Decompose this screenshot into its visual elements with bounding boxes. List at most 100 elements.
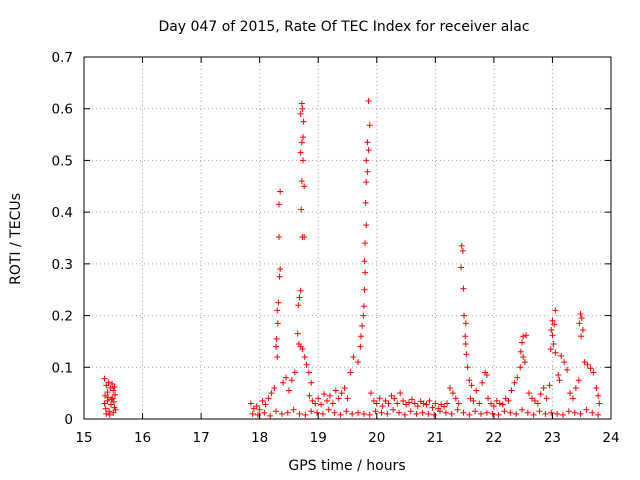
data-point [569, 395, 576, 402]
data-point [338, 390, 345, 397]
y-tick-labels: 0 0.1 0.2 0.3 0.4 0.5 0.6 0.7 [52, 50, 73, 428]
data-point [106, 411, 113, 418]
y-axis-label: ROTI / TECUs [8, 193, 24, 285]
data-point [361, 258, 368, 265]
data-point [521, 359, 528, 366]
data-point [102, 405, 109, 412]
data-point [508, 387, 515, 394]
y-tick-label: 0.6 [52, 102, 73, 118]
data-point [112, 406, 119, 413]
data-point [291, 369, 298, 376]
y-tick-label: 0.7 [52, 50, 73, 66]
data-point [112, 391, 119, 398]
data-point [296, 294, 303, 301]
data-point [308, 408, 315, 415]
x-tick-label: 22 [485, 430, 502, 446]
data-point [391, 395, 398, 402]
data-point [106, 408, 113, 415]
data-point [297, 287, 304, 294]
data-point [549, 332, 556, 339]
data-point [302, 411, 309, 418]
data-point [463, 351, 470, 358]
data-point [361, 286, 368, 293]
data-point [364, 139, 371, 146]
data-point [452, 395, 459, 402]
data-point [299, 346, 306, 353]
data-point [290, 406, 297, 413]
data-point [528, 395, 535, 402]
data-point [308, 379, 315, 386]
data-point [297, 110, 304, 117]
data-point [104, 389, 111, 396]
data-point [261, 409, 268, 416]
data-point [384, 410, 391, 417]
data-point [583, 406, 590, 413]
data-point [530, 411, 537, 418]
data-points [101, 97, 603, 419]
y-tick-label: 0.5 [52, 153, 73, 169]
data-point [478, 410, 485, 417]
data-point [274, 353, 281, 360]
chart-title: Day 047 of 2015, Rate Of TEC Index for r… [158, 19, 529, 35]
data-point [531, 397, 538, 404]
data-point [329, 400, 336, 407]
data-point [367, 390, 374, 397]
data-point [275, 233, 282, 240]
data-point [250, 405, 257, 412]
data-point [385, 400, 392, 407]
data-point [537, 391, 544, 398]
data-point [349, 410, 356, 417]
data-point [437, 408, 444, 415]
data-point [489, 410, 496, 417]
data-point [467, 395, 474, 402]
data-point [513, 410, 520, 417]
data-point [273, 408, 280, 415]
data-point [567, 390, 574, 397]
data-point [550, 341, 557, 348]
data-point [572, 384, 579, 391]
data-point [107, 401, 114, 408]
data-point [305, 369, 312, 376]
x-tick-labels: 15 16 17 18 19 20 21 22 23 24 [75, 430, 619, 446]
data-point [373, 400, 380, 407]
data-point [579, 327, 586, 334]
data-point [109, 380, 116, 387]
x-tick-label: 20 [368, 430, 385, 446]
data-point [357, 343, 364, 350]
data-point [501, 408, 508, 415]
data-point [518, 406, 525, 413]
data-point [277, 266, 284, 273]
x-tick-label: 19 [310, 430, 327, 446]
data-point [559, 411, 566, 418]
data-point [524, 409, 531, 416]
data-point [462, 333, 469, 340]
data-point [596, 400, 603, 407]
data-point [101, 400, 108, 407]
y-tick-label: 0.2 [52, 309, 73, 325]
data-point [300, 118, 307, 125]
data-point [103, 382, 110, 389]
data-point [449, 390, 456, 397]
data-point [458, 264, 465, 271]
data-point [104, 397, 111, 404]
data-point [360, 312, 367, 319]
data-point [376, 395, 383, 402]
data-point [268, 390, 275, 397]
data-point [593, 384, 600, 391]
data-point [490, 403, 497, 410]
data-point [388, 392, 395, 399]
data-point [299, 105, 306, 112]
data-point [306, 392, 313, 399]
data-point [275, 201, 282, 208]
data-point [426, 397, 433, 404]
data-point [273, 343, 280, 350]
data-point [408, 396, 415, 403]
x-tick-label: 24 [602, 430, 619, 446]
data-point [460, 409, 467, 416]
data-point [397, 390, 404, 397]
data-point [455, 400, 462, 407]
x-tick-label: 15 [75, 430, 92, 446]
data-point [590, 369, 597, 376]
data-point [359, 322, 366, 329]
data-point [496, 400, 503, 407]
